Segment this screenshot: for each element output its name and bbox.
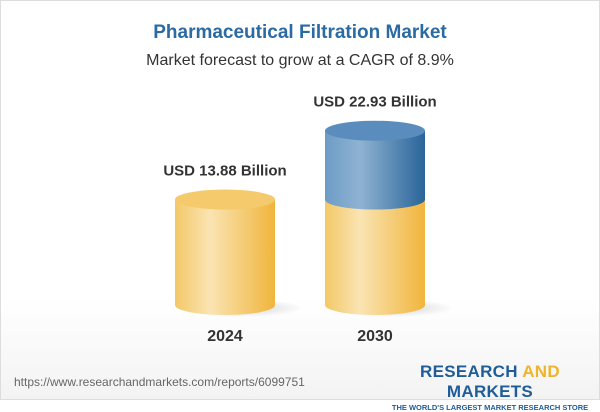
bar-2024	[175, 199, 275, 315]
data-label: USD 22.93 Billion	[313, 94, 436, 111]
chart-subtitle: Market forecast to grow at a CAGR of 8.9…	[146, 52, 454, 69]
data-label: USD 13.88 Billion	[163, 163, 286, 180]
research-and-markets-logo: RESEARCH AND MARKETS THE WORLD'S LARGEST…	[385, 362, 595, 412]
bar-2024-top	[175, 189, 275, 210]
bar-2030-growth	[325, 130, 425, 210]
category-label: 2030	[357, 328, 393, 345]
logo-text: RESEARCH	[420, 362, 523, 381]
chart-plot: USD 13.88 Billion 2024 USD 22.93 Billion 20…	[163, 94, 453, 345]
logo-text: MARKETS	[446, 382, 534, 401]
logo-text: AND	[522, 362, 560, 381]
source-url[interactable]: https://www.researchandmarkets.com/repor…	[14, 375, 305, 389]
bar-2030-base	[325, 199, 425, 315]
bar-2030-growth-top	[325, 120, 425, 141]
chart-title: Pharmaceutical Filtration Market	[153, 22, 447, 43]
category-label: 2024	[207, 328, 243, 345]
chart-frame	[0, 0, 600, 400]
logo-tagline: THE WORLD'S LARGEST MARKET RESEARCH STOR…	[391, 403, 589, 412]
